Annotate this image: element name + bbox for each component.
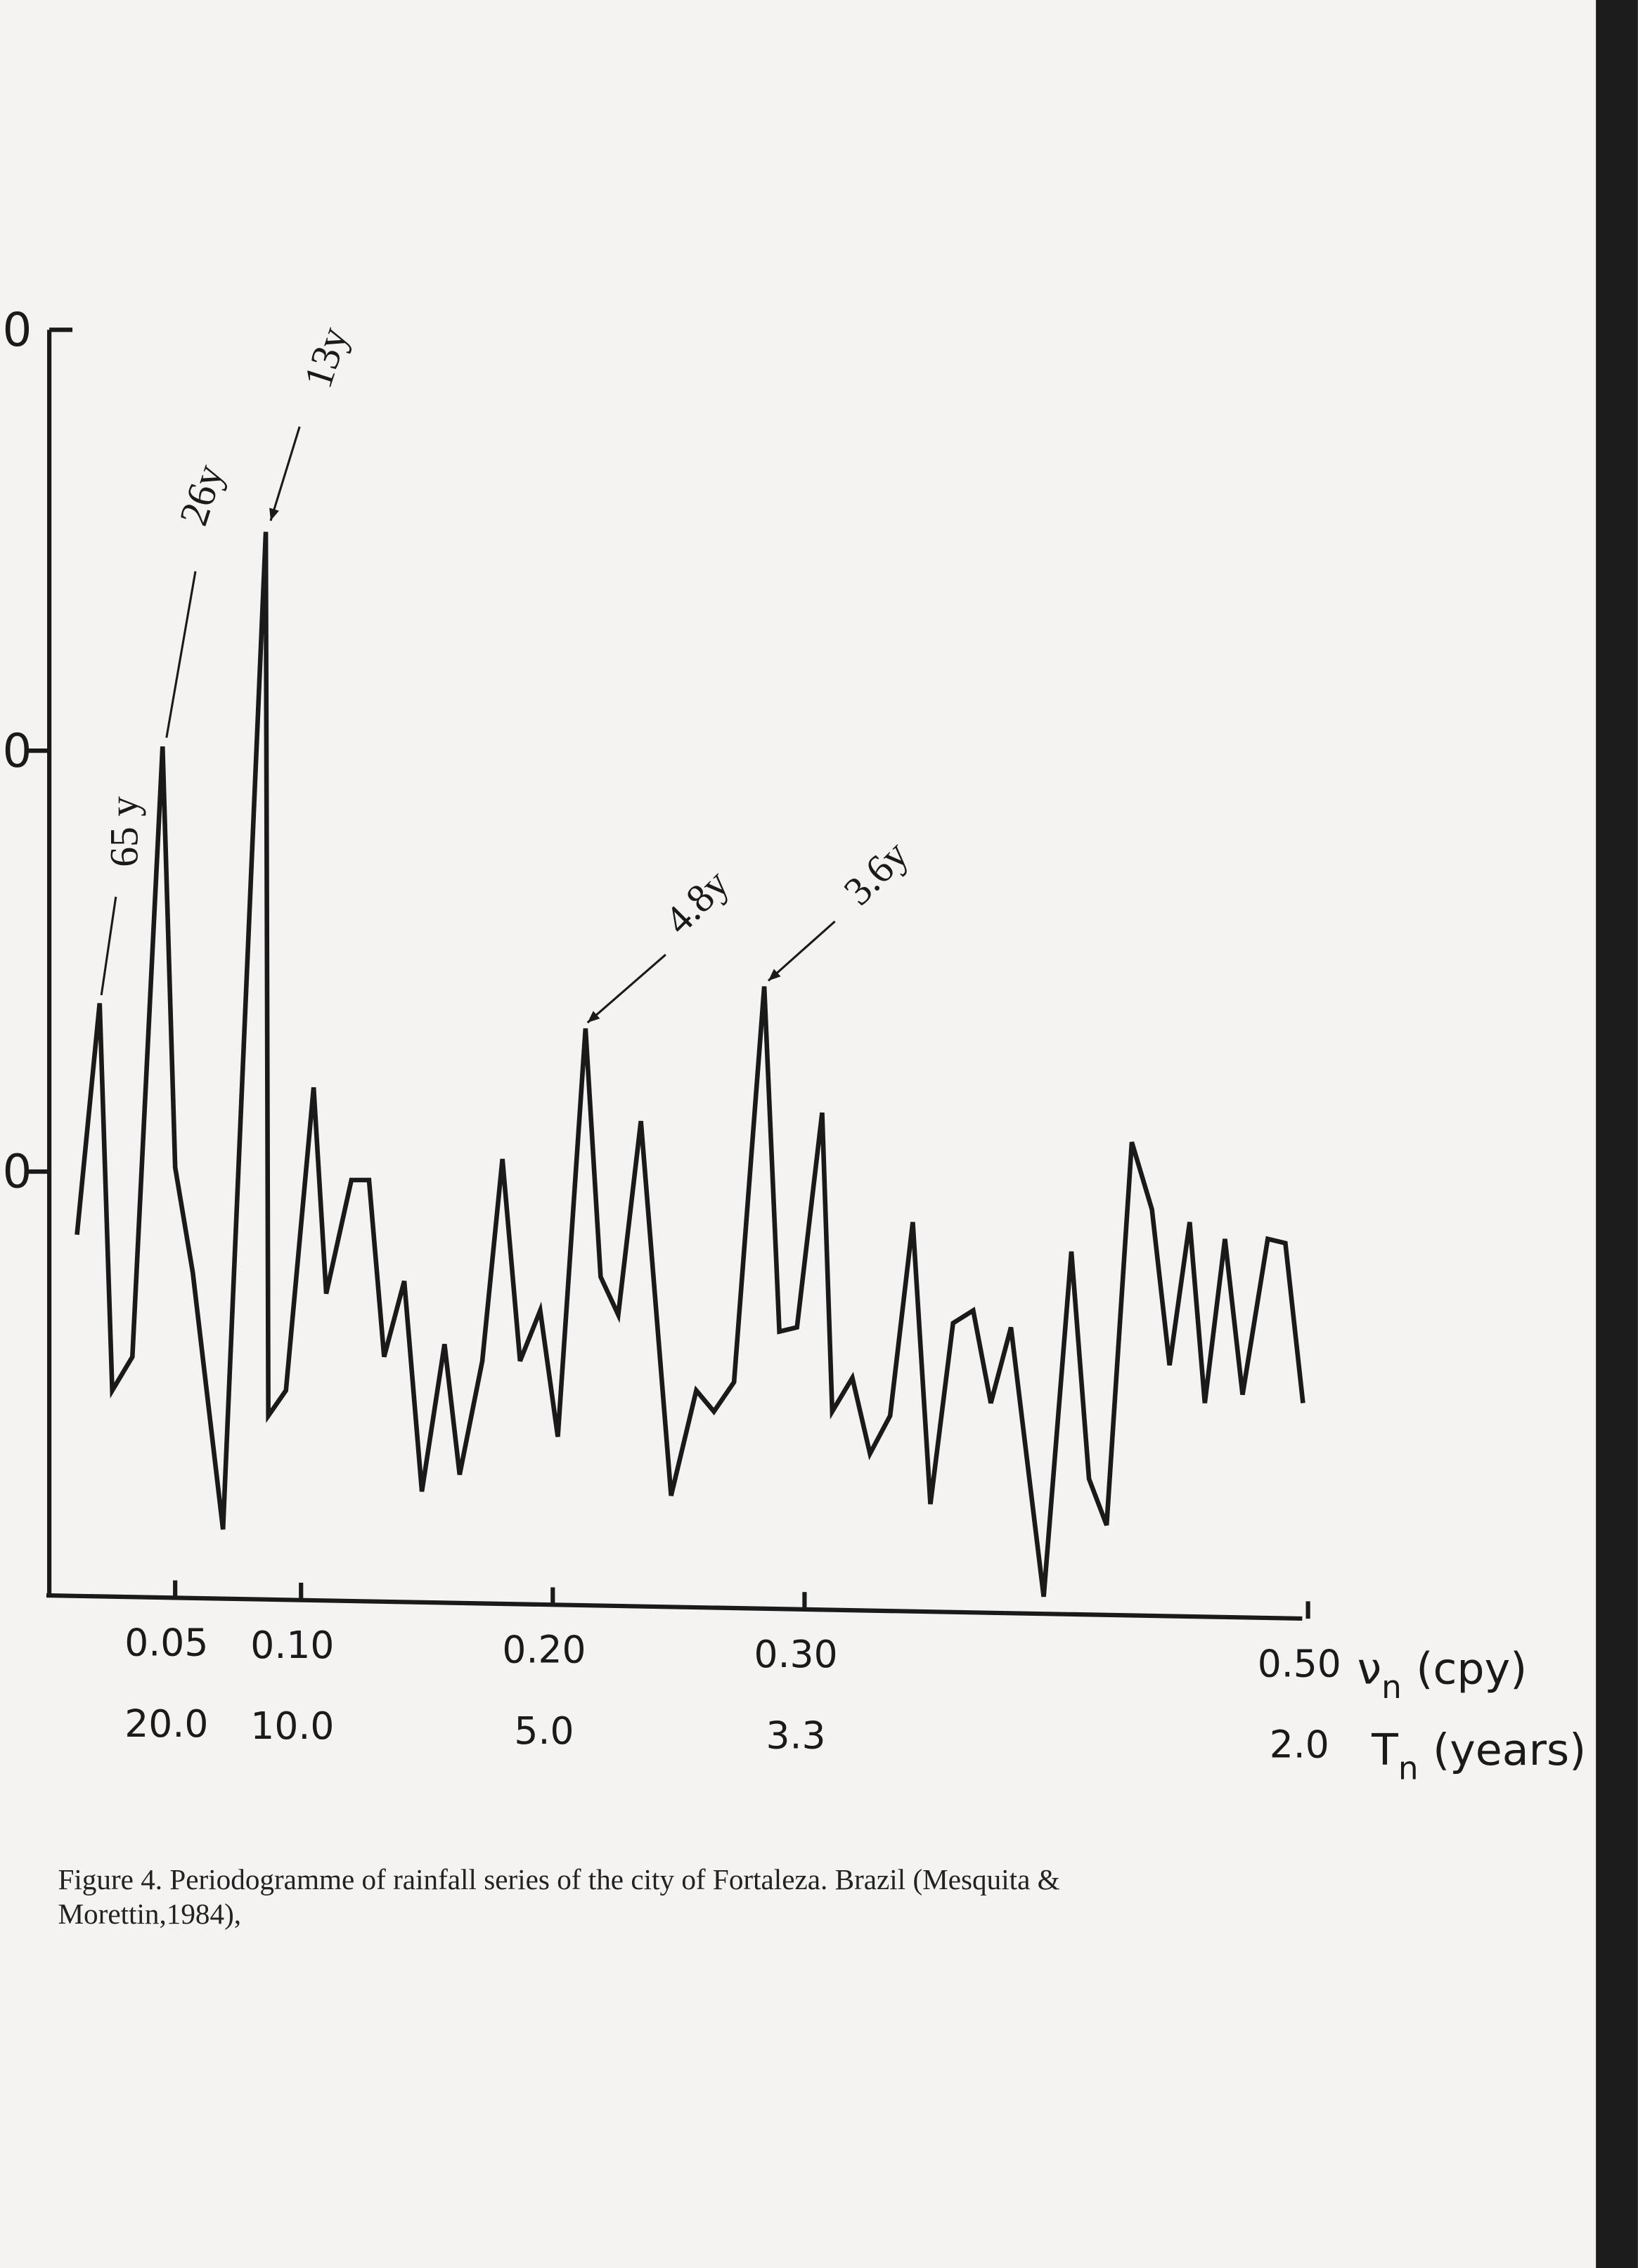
period-label: 3.3 <box>766 1713 826 1757</box>
x-axis <box>46 1593 1303 1621</box>
axis-label: νn (cpy) <box>1358 1644 1528 1706</box>
x-tick-label: 0.50 <box>1258 1641 1341 1685</box>
axis-label-unit: (cpy) <box>1416 1644 1527 1694</box>
period-label: 2.0 <box>1270 1723 1329 1767</box>
y-tick-label: 00 <box>0 724 32 778</box>
annotation-line <box>586 954 666 1024</box>
axis-label-symbol: T <box>1371 1725 1398 1775</box>
axis-label: Tn (years) <box>1371 1725 1586 1787</box>
annotation-line <box>269 426 301 521</box>
period-label: 20.0 <box>124 1702 208 1746</box>
annotation-line <box>767 920 836 982</box>
x-tick-label: 0.05 <box>124 1621 208 1665</box>
axis-label-symbol: ν <box>1358 1644 1382 1694</box>
axis-label-sub: n <box>1381 1668 1402 1706</box>
annotation-arrowhead <box>768 968 781 981</box>
x-tick-label: 0.20 <box>502 1628 586 1672</box>
annotation: 65 y <box>103 796 147 867</box>
scan-edge <box>1596 0 1638 2268</box>
period-label: 10.0 <box>250 1704 334 1748</box>
annotation: 26y <box>172 459 233 531</box>
x-tick-label: 0.10 <box>250 1623 334 1667</box>
annotation-arrowhead <box>587 1011 600 1023</box>
annotation-line <box>165 571 197 738</box>
annotation-arrowhead <box>269 507 279 521</box>
data-line <box>75 531 1305 1598</box>
annotation: 4.8y <box>656 861 737 942</box>
annotation: 3.6y <box>836 832 917 914</box>
y-tick-label: 0 <box>3 1145 32 1199</box>
caption-line-1: Figure 4. Periodogramme of rainfall seri… <box>58 1863 1059 1896</box>
caption-line-2: Morettin,1984), <box>58 1898 241 1931</box>
annotation-line <box>100 896 117 996</box>
axis-label-sub: n <box>1398 1749 1419 1787</box>
y-tick-label: 00 <box>0 303 32 357</box>
annotation: 13y <box>296 322 357 394</box>
period-label: 5.0 <box>514 1709 574 1753</box>
axis-label-unit: (years) <box>1433 1725 1586 1775</box>
x-tick-label: 0.30 <box>754 1632 838 1676</box>
